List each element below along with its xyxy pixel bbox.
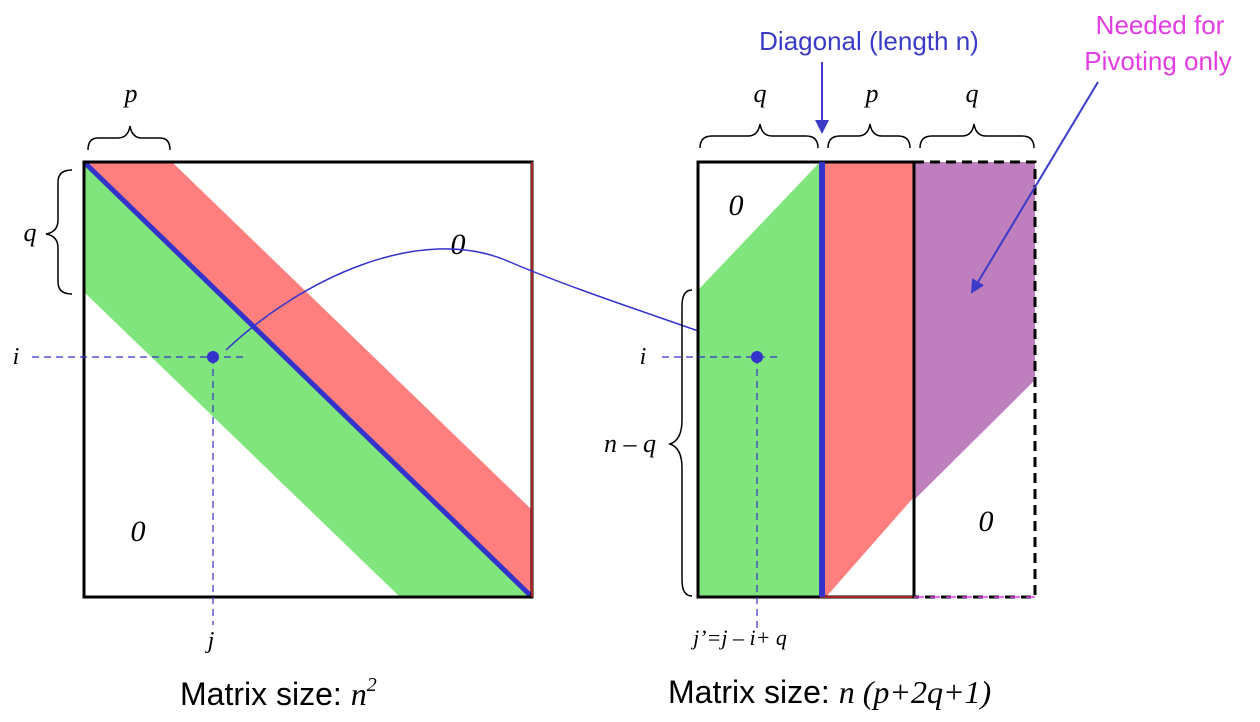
right-brace-nq-label: n – q bbox=[604, 429, 656, 458]
right-pivot-band bbox=[914, 162, 1035, 500]
right-brace-nq bbox=[667, 289, 693, 597]
left-upper-zero: 0 bbox=[451, 228, 466, 261]
left-col-label: j bbox=[205, 628, 215, 654]
right-brace-p-label: p bbox=[864, 79, 879, 108]
right-row-label: i bbox=[640, 344, 647, 370]
pivoting-pointer-arrow bbox=[970, 81, 1099, 294]
right-caption: Matrix size: n (p+2q+1) bbox=[668, 674, 991, 710]
left-matrix: p q 0 0 i j Matrix size: n2 bbox=[13, 79, 534, 712]
right-brace-q-left bbox=[699, 123, 819, 149]
right-brace-p bbox=[827, 123, 911, 149]
right-matrix: q p q n – q 0 0 i j’=j – i+ q Matrix siz… bbox=[604, 79, 1037, 710]
left-caption: Matrix size: n2 bbox=[180, 674, 377, 712]
right-element-dot bbox=[751, 351, 763, 363]
left-row-label: i bbox=[13, 344, 20, 370]
right-lower-band bbox=[698, 162, 820, 597]
right-lower-zero: 0 bbox=[979, 505, 994, 538]
left-diagonal-line bbox=[82, 160, 534, 599]
left-brace-p-label: p bbox=[123, 79, 138, 108]
right-brace-q-right-label: q bbox=[966, 79, 979, 108]
right-pivot-frame bbox=[912, 160, 1037, 599]
left-top-brace bbox=[87, 125, 171, 151]
right-matrix-frame bbox=[696, 160, 916, 599]
right-brace-q-right bbox=[919, 123, 1035, 149]
diagonal-annotation: Diagonal (length n) bbox=[759, 26, 979, 56]
pivoting-annotation-line2: Pivoting only bbox=[1084, 46, 1231, 76]
mapping-arrow bbox=[225, 248, 740, 351]
right-col-label: j’=j – i+ q bbox=[690, 625, 787, 650]
right-upper-band bbox=[820, 162, 914, 597]
left-side-brace bbox=[45, 169, 73, 295]
pivoting-annotation-line1: Needed for bbox=[1096, 10, 1225, 40]
left-element-dot bbox=[207, 351, 219, 363]
right-brace-q-left-label: q bbox=[754, 79, 767, 108]
left-brace-q-label: q bbox=[24, 218, 37, 247]
left-lower-zero: 0 bbox=[131, 515, 146, 548]
right-upper-zero: 0 bbox=[729, 189, 744, 222]
